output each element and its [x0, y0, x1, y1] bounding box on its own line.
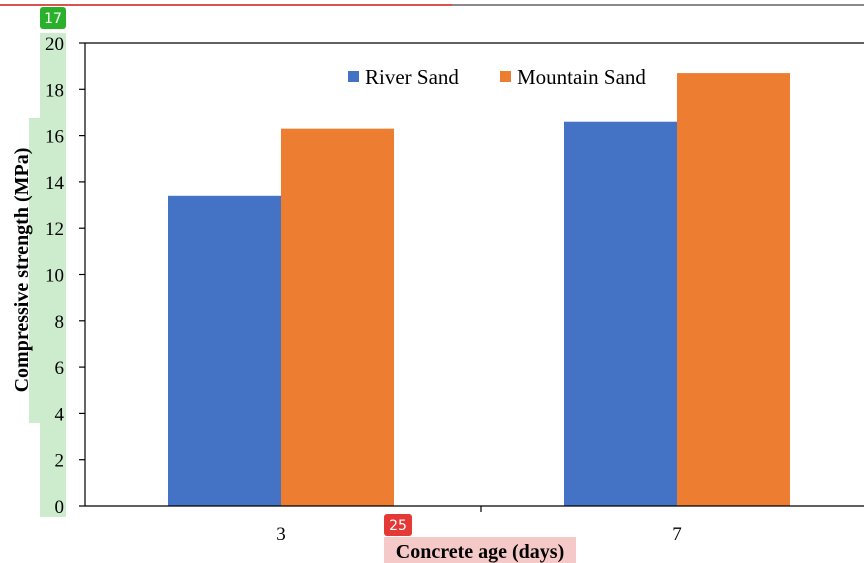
- y-tick-label: 4: [55, 404, 65, 425]
- x-badge-background: [384, 514, 412, 536]
- top-border-line-right: [452, 4, 864, 6]
- bar-mountain-sand-7: [677, 73, 790, 506]
- legend-label-mountain-sand: Mountain Sand: [517, 65, 646, 89]
- x-badge-number: 25: [389, 518, 407, 534]
- y-tick-label: 14: [45, 173, 65, 194]
- bar-river-sand-3: [168, 195, 281, 507]
- y-tick-label: 10: [45, 266, 64, 287]
- highlight-layer: [29, 33, 576, 563]
- top-border-line: [0, 4, 864, 6]
- y-tick-label: 20: [45, 34, 64, 55]
- x-title-highlight: [384, 537, 576, 563]
- legend-swatch-river-sand: [348, 71, 359, 82]
- bar-river-sand-7: [564, 121, 677, 507]
- y-ticks-group: 0 2 4 6 8 10 12 14 16 18 20: [45, 34, 85, 518]
- y-tick-label: 6: [55, 358, 65, 379]
- y-axis-badge: 17: [40, 7, 66, 29]
- legend-label-river-sand: River Sand: [365, 65, 459, 89]
- y-tick-label: 0: [55, 497, 65, 518]
- y-badge-background: [40, 7, 66, 29]
- x-tick-label: 3: [276, 524, 286, 545]
- legend: River Sand Mountain Sand: [348, 65, 646, 89]
- y-axis-title: Compressive strength (MPa): [11, 148, 33, 393]
- y-tick-label: 2: [55, 451, 65, 472]
- x-tick-label: 7: [672, 524, 682, 545]
- x-axis-title: Concrete age (days): [396, 541, 564, 563]
- y-title-highlight: [29, 118, 41, 423]
- y-tick-label: 12: [45, 219, 64, 240]
- legend-swatch-mountain-sand: [500, 71, 511, 82]
- y-badge-number: 17: [44, 11, 62, 27]
- y-tick-highlight: [40, 33, 66, 517]
- y-tick-label: 8: [55, 312, 65, 333]
- x-axis-badge: 25: [384, 514, 412, 536]
- bar-mountain-sand-3: [281, 128, 394, 506]
- y-tick-label: 16: [45, 127, 64, 148]
- y-tick-label: 18: [45, 80, 64, 101]
- bars-group: [168, 73, 790, 507]
